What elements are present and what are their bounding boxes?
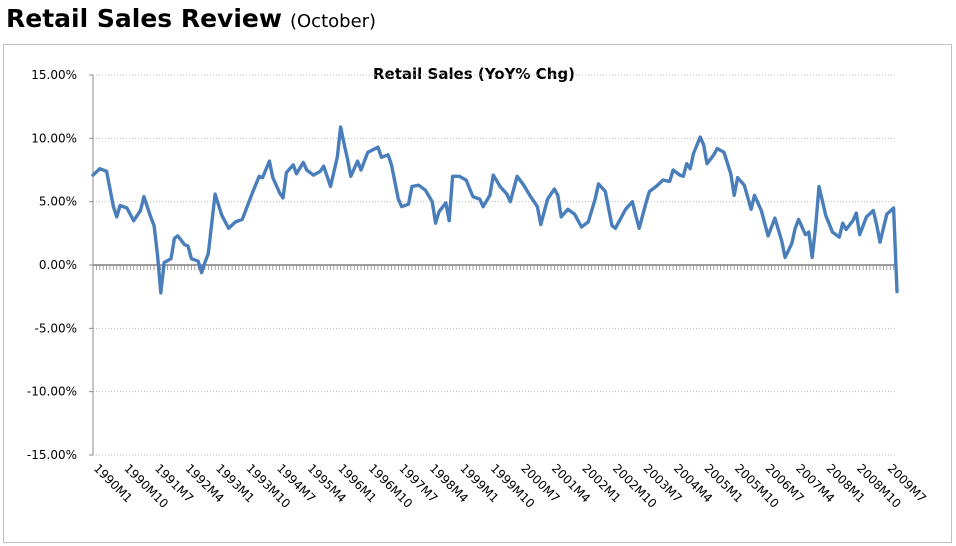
y-tick-label: -15.00% — [27, 448, 77, 462]
retail-sales-chart: Retail Sales (YoY% Chg) 15.00% 10.00% 5.00… — [27, 65, 929, 511]
gridlines — [93, 74, 897, 456]
series-layer — [91, 125, 899, 295]
y-tick-label: 0.00% — [39, 258, 77, 272]
y-tick-label: -5.00% — [35, 321, 77, 335]
chart-title: Retail Sales (YoY% Chg) — [373, 65, 575, 83]
y-tick-label: 5.00% — [39, 195, 77, 209]
page-header: Retail Sales Review (October) — [6, 4, 376, 40]
chart-frame: Retail Sales (YoY% Chg) 15.00% 10.00% 5.00… — [3, 44, 952, 543]
y-tick-label: 15.00% — [31, 68, 77, 82]
y-tick-label: -10.00% — [27, 385, 77, 399]
page-title: Retail Sales Review — [6, 4, 282, 33]
series-line — [91, 125, 899, 295]
axes — [89, 74, 898, 456]
page-subtitle: (October) — [289, 11, 377, 32]
y-tick-label: 10.00% — [31, 131, 77, 145]
